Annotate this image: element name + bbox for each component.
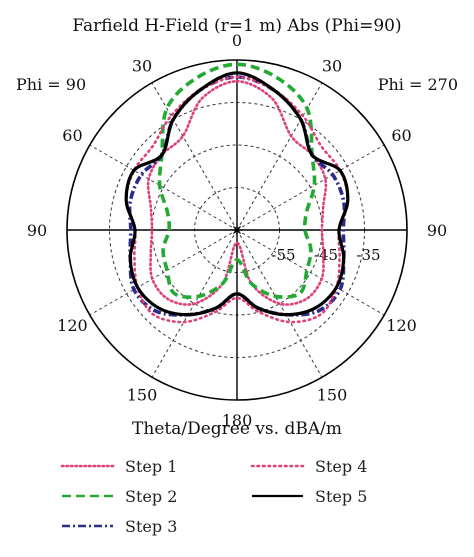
angle-tick-label: 90 bbox=[27, 221, 47, 240]
grid-spoke bbox=[236, 229, 385, 316]
angle-tick-label: 60 bbox=[391, 126, 411, 145]
legend-item: Step 1 bbox=[60, 456, 177, 476]
angle-tick-label: 150 bbox=[127, 386, 158, 405]
legend-label: Step 1 bbox=[125, 456, 178, 476]
legend-label: Step 4 bbox=[315, 456, 368, 476]
legend-label: Step 2 bbox=[125, 486, 178, 506]
angle-ticks: 0 30 60 90 120 150 180 150 120 90 60 30 bbox=[27, 31, 447, 430]
grid-spoke bbox=[236, 82, 323, 231]
legend-swatch bbox=[250, 464, 305, 468]
angle-tick-label: 180 bbox=[222, 411, 253, 430]
radial-tick-label: -55 bbox=[271, 246, 295, 264]
series-line-3 bbox=[127, 75, 347, 317]
angle-tick-label: 30 bbox=[132, 56, 152, 75]
polar-traces bbox=[124, 62, 350, 324]
legend-item: Step 2 bbox=[60, 486, 177, 506]
radial-tick-label: -45 bbox=[314, 246, 338, 264]
grid-spoke bbox=[89, 229, 238, 316]
grid-spoke bbox=[151, 82, 238, 231]
polar-grid: -55 -45 -35 bbox=[66, 59, 408, 401]
phi-left-label: Phi = 90 bbox=[16, 75, 86, 94]
legend-label: Step 5 bbox=[315, 486, 368, 506]
series-line-2 bbox=[157, 62, 317, 299]
series-line-5 bbox=[124, 71, 350, 317]
legend-item: Step 4 bbox=[250, 456, 367, 476]
angle-tick-label: 60 bbox=[62, 126, 82, 145]
chart-title: Farfield H-Field (r=1 m) Abs (Phi=90) bbox=[72, 16, 401, 36]
legend-item: Step 3 bbox=[60, 516, 177, 536]
legend-swatch bbox=[60, 464, 115, 468]
legend-label: Step 3 bbox=[125, 516, 178, 536]
center-mark bbox=[233, 226, 241, 234]
angle-tick-label: 90 bbox=[427, 221, 447, 240]
polar-chart: Farfield H-Field (r=1 m) Abs (Phi=90) Ph… bbox=[16, 16, 458, 439]
angle-tick-label: 120 bbox=[386, 316, 417, 335]
phi-right-label: Phi = 270 bbox=[378, 75, 458, 94]
legend-swatch bbox=[62, 494, 113, 498]
legend-swatch bbox=[252, 494, 303, 498]
x-axis-label: Theta/Degree vs. dBA/m bbox=[132, 419, 342, 439]
angle-tick-label: 0 bbox=[232, 31, 242, 50]
radial-tick-label: -35 bbox=[356, 246, 380, 264]
series-line-1 bbox=[146, 80, 328, 306]
angle-tick-label: 120 bbox=[57, 316, 88, 335]
grid-spoke bbox=[89, 144, 238, 231]
legend-swatch bbox=[62, 524, 113, 528]
grid-spoke bbox=[236, 144, 385, 231]
legend-item: Step 5 bbox=[250, 486, 367, 506]
angle-tick-label: 30 bbox=[322, 56, 342, 75]
angle-tick-label: 150 bbox=[317, 386, 348, 405]
